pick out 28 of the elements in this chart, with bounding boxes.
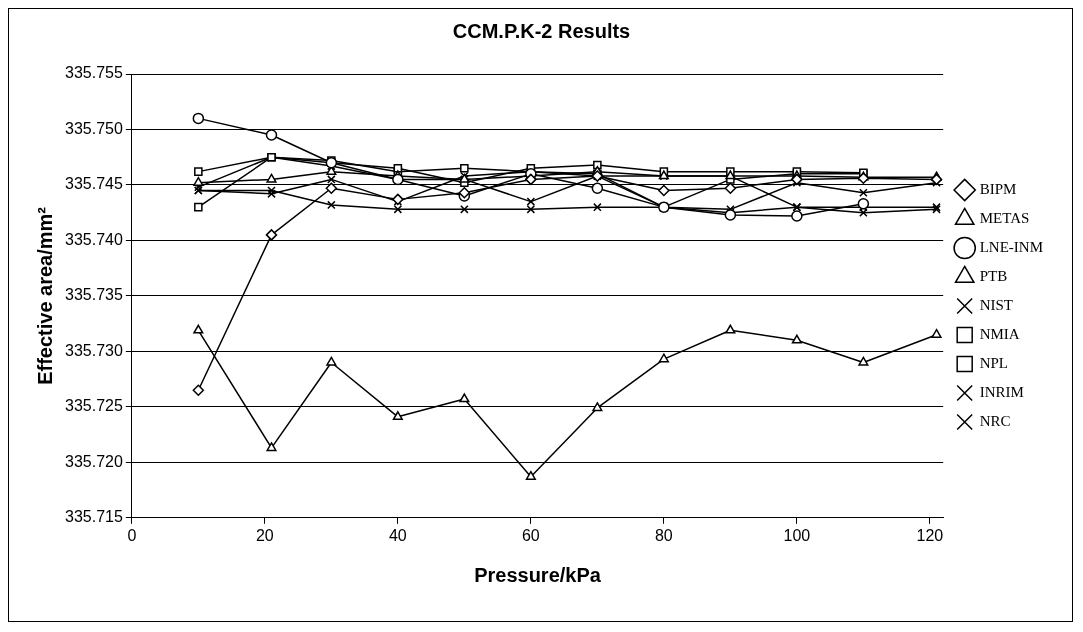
x-tick-label: 20 [255, 526, 274, 544]
y-tick-label: 335.750 [64, 119, 123, 137]
legend-label: NIST [979, 296, 1014, 313]
x-tick-label: 100 [783, 526, 811, 544]
legend-label: METAS [979, 209, 1030, 226]
y-tick-label: 335.735 [64, 286, 123, 304]
legend-label: NRC [979, 412, 1011, 429]
y-tick-label: 335.730 [64, 341, 123, 359]
legend-label: NMIA [979, 325, 1020, 342]
y-tick-label: 335.725 [64, 397, 123, 415]
chart-title: CCM.P.K-2 Results [452, 19, 631, 42]
y-axis-title: Effective area/mm² [33, 206, 56, 385]
x-tick-label: 40 [388, 526, 407, 544]
x-tick-label: 0 [127, 526, 137, 544]
x-tick-label: 120 [916, 526, 944, 544]
y-tick-label: 335.720 [64, 452, 123, 470]
x-axis-title: Pressure/kPa [474, 563, 602, 586]
legend-label: INRIM [979, 383, 1024, 400]
y-tick-label: 335.715 [64, 508, 123, 526]
legend-label: LNE-INM [979, 238, 1044, 255]
legend-label: PTB [979, 267, 1008, 284]
y-tick-label: 335.740 [64, 230, 123, 248]
y-tick-label: 335.745 [64, 175, 123, 193]
x-tick-label: 60 [521, 526, 540, 544]
y-tick-label: 335.755 [64, 64, 123, 82]
legend-label: NPL [979, 354, 1009, 371]
legend-label: BIPM [979, 180, 1017, 197]
x-tick-label: 80 [654, 526, 673, 544]
